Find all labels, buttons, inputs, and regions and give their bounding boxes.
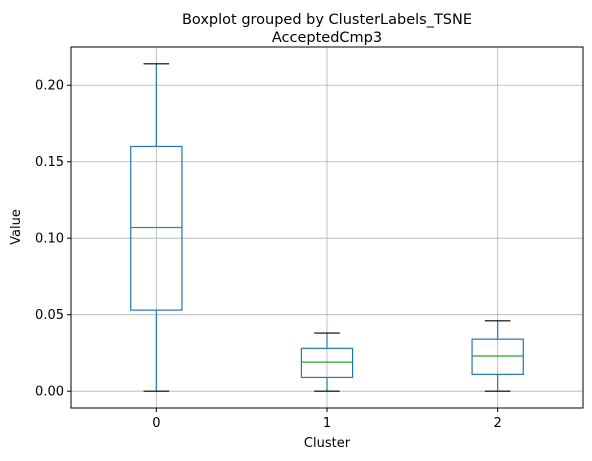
x-tick-label-2: 2	[494, 416, 502, 431]
axes: 0.00 0.05 0.10 0.15 0.20 0 1 2	[35, 46, 584, 431]
y-tick-label-2: 0.10	[35, 232, 64, 247]
y-tick-label-1: 0.05	[35, 308, 64, 323]
y-axis-label: Value	[9, 209, 24, 245]
x-axis-label: Cluster	[304, 436, 351, 451]
box-2	[471, 338, 524, 375]
plot-area	[130, 63, 524, 392]
x-tick-label-0: 0	[152, 416, 160, 431]
box-0	[130, 145, 183, 311]
box-group-0	[130, 63, 183, 392]
box-group-2	[471, 320, 524, 392]
box-1	[300, 347, 354, 379]
chart-suptitle: Boxplot grouped by ClusterLabels_TSNE	[182, 12, 472, 28]
y-tick-label-0: 0.00	[35, 385, 64, 400]
box-group-1	[300, 332, 354, 392]
chart-title: AcceptedCmp3	[272, 30, 382, 46]
x-tick-label-1: 1	[323, 416, 331, 431]
y-tick-label-4: 0.20	[35, 79, 64, 94]
y-tick-label-3: 0.15	[35, 155, 64, 170]
